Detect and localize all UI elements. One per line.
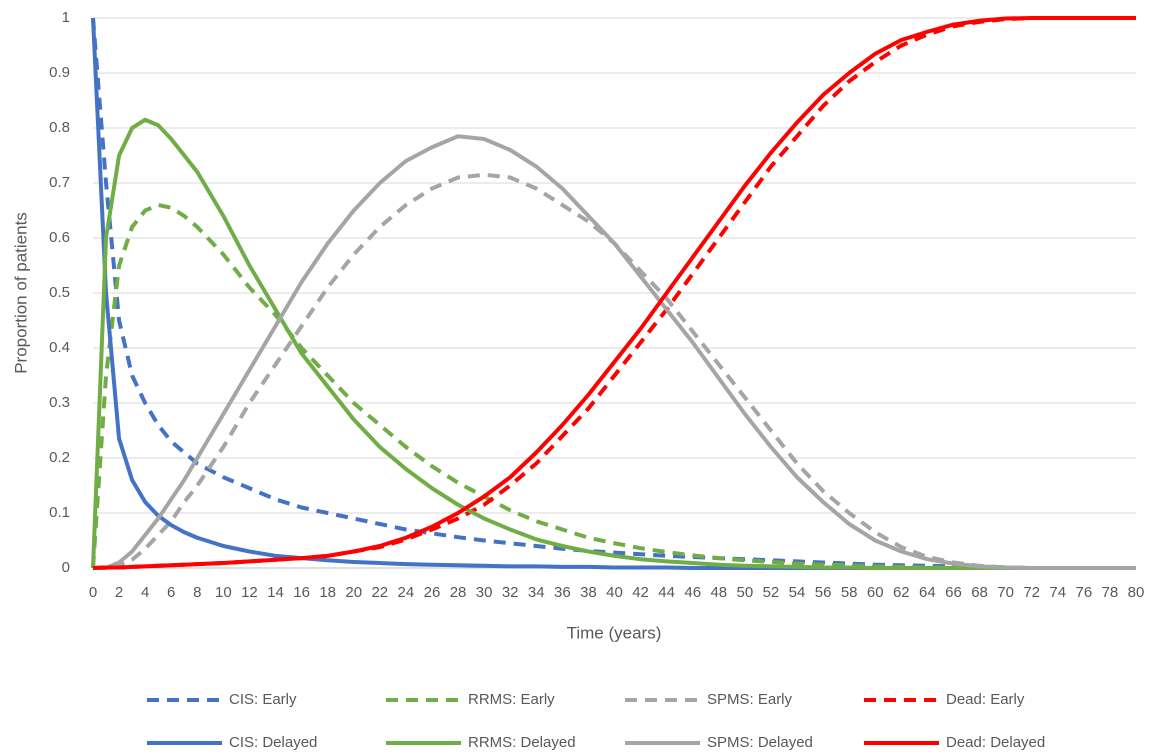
x-tick-label: 60: [867, 584, 884, 601]
x-tick-label: 12: [241, 584, 258, 601]
x-tick-label: 28: [450, 584, 467, 601]
x-tick-label: 10: [215, 584, 232, 601]
x-tick-label: 46: [684, 584, 701, 601]
x-tick-label: 62: [893, 584, 910, 601]
x-tick-label: 52: [763, 584, 780, 601]
x-tick-label: 32: [502, 584, 519, 601]
legend-label: CIS: Delayed: [229, 734, 317, 751]
x-tick-label: 8: [193, 584, 201, 601]
x-tick-label: 34: [528, 584, 545, 601]
series-line: [91, 203, 1136, 570]
x-tick-label: 18: [319, 584, 336, 601]
legend-label: Dead: Early: [946, 691, 1025, 708]
x-tick-label: 30: [476, 584, 493, 601]
legend-label: RRMS: Delayed: [468, 734, 576, 751]
x-tick-label: 38: [580, 584, 597, 601]
y-tick-label: 0.2: [49, 449, 70, 466]
legend-label: SPMS: Early: [707, 691, 793, 708]
x-tick-label: 64: [919, 584, 936, 601]
x-tick-label: 78: [1102, 584, 1119, 601]
x-tick-label: 48: [710, 584, 727, 601]
x-tick-label: 58: [841, 584, 858, 601]
x-tick-label: 54: [789, 584, 806, 601]
series-line: [91, 117, 1136, 570]
x-tick-label: 44: [658, 584, 675, 601]
x-tick-label: 56: [815, 584, 832, 601]
x-tick-label: 80: [1128, 584, 1145, 601]
x-tick-label: 74: [1049, 584, 1066, 601]
x-tick-label: 6: [167, 584, 175, 601]
x-tick-label: 20: [345, 584, 362, 601]
y-tick-label: 0: [62, 559, 70, 576]
x-tick-label: 40: [606, 584, 623, 601]
x-tick-label: 14: [267, 584, 284, 601]
y-tick-label: 0.5: [49, 284, 70, 301]
x-tick-label: 2: [115, 584, 123, 601]
x-tick-label: 4: [141, 584, 149, 601]
x-tick-label: 50: [737, 584, 754, 601]
y-tick-label: 0.9: [49, 64, 70, 81]
legend-label: CIS: Early: [229, 691, 297, 708]
y-tick-label: 0.7: [49, 174, 70, 191]
x-tick-label: 26: [424, 584, 441, 601]
y-tick-label: 0.8: [49, 119, 70, 136]
y-tick-label: 0.4: [49, 339, 70, 356]
x-tick-label: 68: [971, 584, 988, 601]
x-tick-label: 16: [293, 584, 310, 601]
series-line: [92, 16, 1136, 570]
y-tick-label: 0.1: [49, 504, 70, 521]
legend-label: Dead: Delayed: [946, 734, 1045, 751]
x-tick-label: 0: [89, 584, 97, 601]
x-tick-label: 66: [945, 584, 962, 601]
y-tick-label: 0.6: [49, 229, 70, 246]
x-tick-label: 72: [1023, 584, 1040, 601]
legend-label: SPMS: Delayed: [707, 734, 813, 751]
x-tick-label: 24: [398, 584, 415, 601]
y-axis-title: Proportion of patients: [11, 212, 30, 374]
series-line: [93, 172, 1136, 570]
legend-label: RRMS: Early: [468, 691, 555, 708]
y-tick-label: 1: [62, 9, 70, 26]
x-tick-label: 36: [554, 584, 571, 601]
x-tick-label: 76: [1076, 584, 1093, 601]
x-tick-label: 42: [632, 584, 649, 601]
x-tick-label: 70: [997, 584, 1014, 601]
x-axis-title: Time (years): [567, 623, 662, 642]
series-line: [93, 134, 1136, 570]
x-tick-label: 22: [371, 584, 388, 601]
y-tick-label: 0.3: [49, 394, 70, 411]
